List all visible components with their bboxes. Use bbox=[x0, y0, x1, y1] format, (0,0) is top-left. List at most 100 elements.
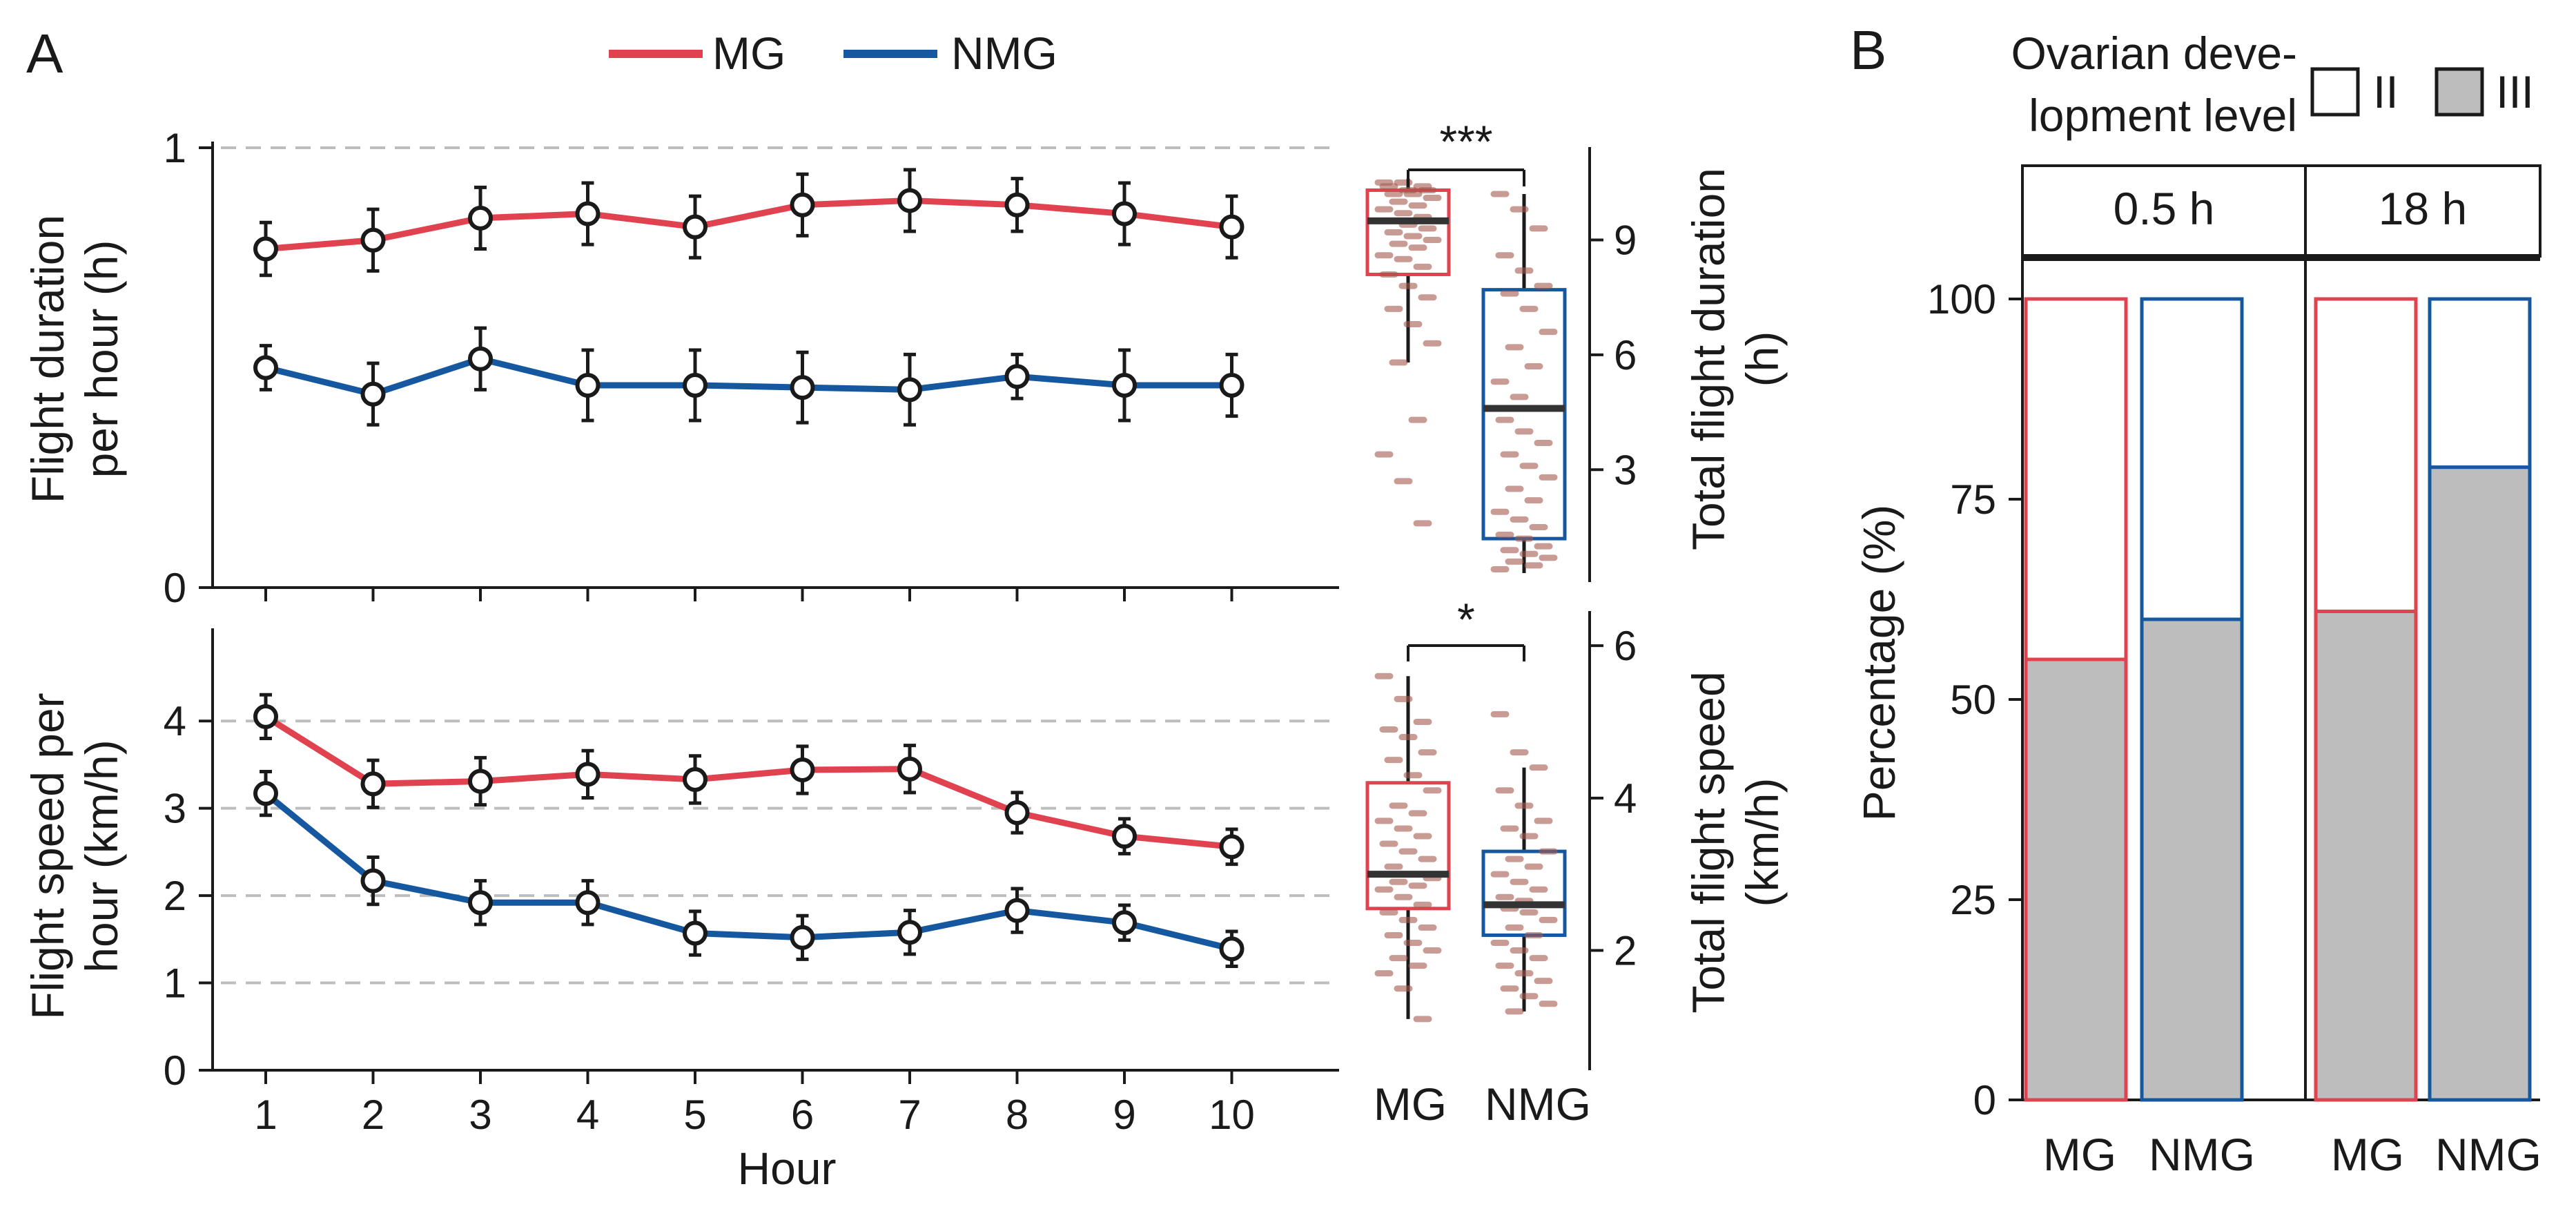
duration-point-mg-6 bbox=[790, 192, 815, 217]
duration-point-nmg-1 bbox=[253, 355, 278, 380]
facet-18h: 18 h MG NMG bbox=[2304, 164, 2541, 1180]
total-duration-y-tick-label-2: 9 bbox=[1614, 217, 1637, 264]
percentage-y-tick-label-1: 25 bbox=[1950, 877, 1996, 923]
facet-18h-label: 18 h bbox=[2379, 183, 2467, 234]
speed-point-mg-3 bbox=[468, 768, 493, 794]
duration-point-nmg-3 bbox=[468, 346, 493, 371]
facet-0-bar-iii-nmg bbox=[2140, 617, 2244, 1102]
total-duration-boxplot: 3 6 9 Total flight duration (h) *** bbox=[1365, 116, 1788, 582]
speed-point-nmg-8 bbox=[1004, 898, 1030, 923]
speed-x-tick-label-4: 5 bbox=[683, 1092, 706, 1138]
facet-0-bar-iii-mg bbox=[2024, 657, 2128, 1102]
speed-point-nmg-6 bbox=[790, 925, 815, 950]
duration-point-nmg-10 bbox=[1219, 372, 1245, 398]
total-speed-y-label-2: (km/h) bbox=[1737, 778, 1788, 907]
speed-point-nmg-4 bbox=[575, 890, 601, 916]
duration-point-mg-7 bbox=[897, 188, 922, 213]
total-speed-box-mg bbox=[1365, 781, 1451, 911]
speed-point-mg-7 bbox=[897, 756, 922, 782]
facet-18h-x-label-mg: MG bbox=[2331, 1129, 2404, 1180]
total-duration-box-nmg bbox=[1481, 288, 1567, 541]
facet-0-5h-x-label-nmg: NMG bbox=[2149, 1129, 2255, 1180]
speed-point-mg-8 bbox=[1004, 800, 1030, 825]
facet-1-bar-iii-mg bbox=[2314, 609, 2418, 1102]
speed-x-tick-label-3: 4 bbox=[576, 1092, 599, 1138]
legend-swatch-ii bbox=[2310, 67, 2360, 117]
duration-point-mg-5 bbox=[683, 214, 708, 240]
duration-point-mg-3 bbox=[468, 205, 493, 231]
speed-y-tick-label-1: 1 bbox=[164, 960, 186, 1007]
duration-significance-bracket: *** bbox=[1407, 116, 1525, 186]
total-speed-y-tick-label-2: 6 bbox=[1614, 623, 1637, 669]
duration-point-nmg-7 bbox=[897, 377, 922, 403]
speed-point-nmg-10 bbox=[1219, 936, 1245, 962]
total-duration-y-label-2: (h) bbox=[1737, 331, 1788, 387]
duration-y-tick-label-0: 0 bbox=[164, 565, 186, 611]
speed-line-chart: 0 1 2 3 4 1 2 3 4 5 6 7 8 9 10 Flight speed per hour (… bbox=[22, 628, 1339, 1194]
facet-1-bar-ii-mg bbox=[2314, 297, 2418, 613]
total-speed-box-nmg bbox=[1481, 849, 1567, 937]
speed-significance-bracket: * bbox=[1407, 594, 1525, 661]
legend-label-iii: III bbox=[2496, 66, 2534, 117]
duration-point-mg-2 bbox=[360, 227, 386, 253]
speed-point-nmg-2 bbox=[360, 868, 386, 893]
duration-point-nmg-8 bbox=[1004, 364, 1030, 389]
facet-18h-strip-border bbox=[2304, 164, 2541, 258]
facet-1-bar-iii-nmg bbox=[2428, 465, 2532, 1102]
speed-x-tick-label-8: 9 bbox=[1113, 1092, 1135, 1138]
total-duration-y-label-1: Total flight duration bbox=[1683, 168, 1734, 550]
duration-line-mg bbox=[265, 197, 1233, 252]
facet-0-5h: 0.5 h MG NMG bbox=[2021, 164, 2307, 1180]
speed-point-nmg-3 bbox=[468, 890, 493, 916]
facet-0-5h-label: 0.5 h bbox=[2114, 183, 2215, 234]
ovarian-legend-title-2: lopment level bbox=[2029, 90, 2297, 141]
facet-18h-x-label-nmg: NMG bbox=[2435, 1129, 2541, 1180]
speed-y-label-1: Flight speed per bbox=[22, 693, 73, 1019]
ovarian-legend-title-1: Ovarian deve- bbox=[2011, 28, 2297, 79]
total-speed-boxplot: 2 4 6 Total flight speed (km/h) * MG NMG bbox=[1365, 594, 1788, 1130]
speed-x-tick-label-9: 10 bbox=[1209, 1092, 1255, 1138]
duration-y-label-1: Flight duration bbox=[22, 215, 73, 503]
duration-point-nmg-6 bbox=[790, 375, 815, 400]
speed-significance-label: * bbox=[1457, 594, 1475, 645]
speed-x-tick-label-6: 7 bbox=[898, 1092, 921, 1138]
duration-point-nmg-2 bbox=[360, 381, 386, 407]
duration-line-chart: 0 1 Flight duration per hour (h) bbox=[22, 125, 1339, 611]
speed-point-mg-6 bbox=[790, 757, 815, 783]
box-x-label-mg: MG bbox=[1374, 1079, 1447, 1130]
speed-x-tick-label-0: 1 bbox=[254, 1092, 277, 1138]
speed-point-mg-5 bbox=[683, 766, 708, 792]
speed-point-mg-1 bbox=[253, 704, 278, 729]
duration-point-mg-9 bbox=[1112, 201, 1137, 226]
speed-point-nmg-5 bbox=[683, 920, 708, 946]
speed-line-nmg bbox=[264, 791, 1233, 952]
speed-point-mg-2 bbox=[360, 771, 386, 797]
duration-point-mg-8 bbox=[1004, 192, 1030, 217]
facet-0-bar-ii-mg bbox=[2024, 297, 2128, 661]
facet-0-5h-x-label-mg: MG bbox=[2043, 1129, 2116, 1180]
speed-point-nmg-9 bbox=[1112, 910, 1137, 936]
duration-point-nmg-4 bbox=[575, 372, 601, 398]
duration-point-nmg-9 bbox=[1112, 372, 1137, 398]
speed-point-nmg-7 bbox=[897, 920, 922, 945]
duration-significance-label: *** bbox=[1439, 116, 1492, 167]
facet-0-bar-ii-nmg bbox=[2140, 297, 2244, 621]
speed-y-label-2: hour (km/h) bbox=[76, 739, 127, 972]
percentage-y-tick-label-0: 0 bbox=[1973, 1077, 1996, 1123]
panel-label-b: B bbox=[1850, 19, 1886, 81]
percentage-y-tick-label-4: 100 bbox=[1927, 276, 1996, 322]
duration-line-nmg bbox=[264, 356, 1232, 398]
percentage-y-tick-label-3: 75 bbox=[1950, 476, 1996, 523]
speed-point-mg-10 bbox=[1219, 834, 1245, 860]
speed-line-mg bbox=[264, 714, 1232, 850]
speed-y-tick-label-3: 3 bbox=[164, 786, 186, 832]
facet-1-bar-ii-nmg bbox=[2428, 297, 2532, 470]
duration-point-mg-10 bbox=[1219, 214, 1245, 240]
speed-x-tick-label-2: 3 bbox=[469, 1092, 491, 1138]
box-x-label-nmg: NMG bbox=[1485, 1079, 1591, 1130]
duration-point-nmg-5 bbox=[683, 372, 708, 398]
speed-point-nmg-1 bbox=[253, 781, 278, 806]
speed-x-tick-label-5: 6 bbox=[791, 1092, 814, 1138]
legend-label-nmg: NMG bbox=[951, 28, 1057, 79]
